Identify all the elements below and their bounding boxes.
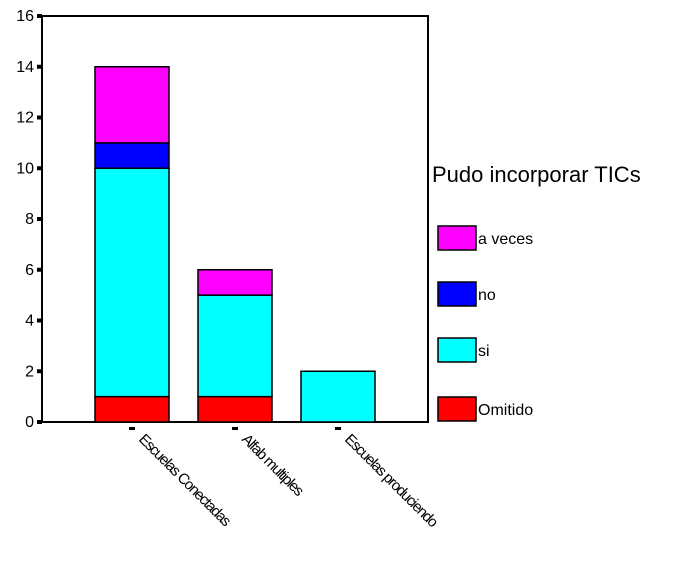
y-tick-label: 6: [25, 262, 34, 279]
x-tick-mark: [335, 427, 341, 430]
y-tick-label: 10: [16, 160, 34, 177]
x-category-label: Escuelas produciendo: [341, 431, 441, 531]
y-tick-mark: [37, 318, 42, 323]
legend-swatch: [437, 281, 477, 307]
y-tick-label: 4: [25, 313, 34, 330]
legend-swatch: [437, 396, 477, 422]
legend-label: no: [478, 287, 496, 304]
bar-segment-a-veces: [94, 66, 170, 144]
legend-title: Pudo incorporar TICs: [432, 162, 641, 187]
y-tick-label: 16: [16, 8, 34, 25]
y-tick-label: 12: [16, 110, 34, 127]
y-tick-mark: [37, 420, 42, 424]
bars-group: [94, 66, 376, 423]
y-tick-label: 8: [25, 211, 34, 228]
y-tick-label: 0: [25, 414, 34, 431]
legend-label: a veces: [478, 231, 533, 248]
y-tick-label: 14: [16, 59, 34, 76]
x-category-label: Alfab multiples: [238, 431, 307, 500]
bar-segment-si: [300, 370, 376, 423]
y-tick-mark: [37, 115, 42, 120]
bar-segment-no: [94, 142, 170, 169]
x-axis: Escuelas Conectadas Alfab multiples Escuel…: [129, 427, 441, 531]
bar-segment-si: [197, 294, 273, 398]
bar-segment-a-veces: [197, 269, 273, 296]
y-tick-mark: [37, 14, 42, 18]
legend-label: si: [478, 343, 490, 360]
y-tick-mark: [37, 369, 42, 374]
y-tick-mark: [37, 64, 42, 69]
bar-segment-omitido: [94, 395, 170, 423]
y-tick-mark: [37, 217, 42, 221]
x-tick-mark: [129, 427, 135, 430]
bar-segment-omitido: [197, 395, 273, 423]
x-tick-mark: [232, 427, 238, 430]
y-axis: 0 2 4 6 8 10 12 14 16: [16, 8, 42, 431]
legend-swatch: [437, 225, 477, 251]
bar-segment-si: [94, 167, 170, 398]
x-category-label: Escuelas Conectadas: [135, 431, 234, 530]
legend-label: Omitido: [478, 402, 533, 419]
legend-swatch: [437, 337, 477, 363]
y-tick-mark: [37, 267, 42, 272]
legend: Pudo incorporar TICs a veces no si Omitido: [432, 162, 641, 422]
y-tick-mark: [37, 166, 42, 171]
y-tick-label: 2: [25, 363, 34, 380]
